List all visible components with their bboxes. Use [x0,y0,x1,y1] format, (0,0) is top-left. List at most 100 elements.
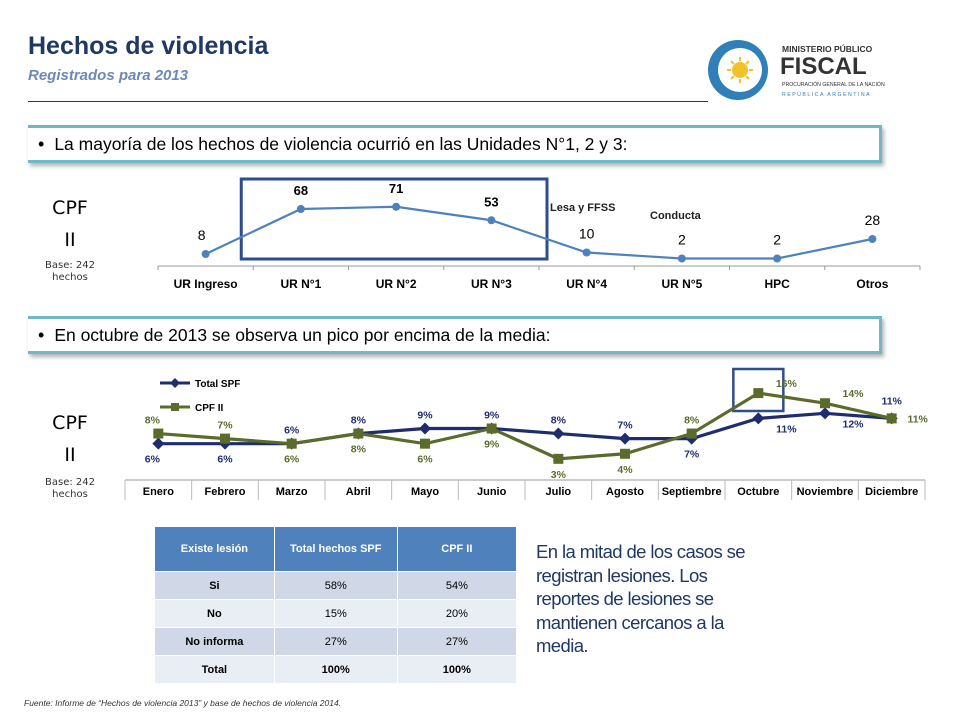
data-point [582,248,591,257]
logo-line4: REPÚBLICA ARGENTINA [782,91,871,98]
x-tick-label: Agosto [606,486,644,498]
x-tick-label: Octubre [737,486,779,498]
data-label: 12% [842,418,864,430]
x-tick-label: UR N°1 [280,277,321,291]
square-marker [286,438,297,449]
data-point [392,202,401,211]
data-label: 3% [551,469,567,481]
data-label: 8% [351,444,367,456]
square-marker [820,398,830,409]
data-point [868,235,877,243]
data-label: 9% [484,410,500,422]
legend-label: CPF II [195,403,224,414]
source-footnote: Fuente: Informe de “Hechos de violencia … [24,698,342,708]
x-tick-label: Enero [143,486,174,498]
page-title: Hechos de violencia [28,32,269,60]
title-divider [28,101,708,102]
injury-table: Existe lesión Total hechos SPF CPF II Si… [155,527,518,683]
data-label: 8% [551,415,567,427]
data-label: 11% [907,413,928,425]
ministerio-publico-fiscal-logo: MINISTERIO PÚBLICO FISCAL PROCURACIÓN GE… [708,40,885,100]
x-tick-label: Septiembre [662,486,722,498]
table-cell: 27% [274,627,398,656]
table-row: Total 100% 100% [155,655,518,683]
data-label: 8% [351,415,367,427]
x-tick-label: UR N°3 [471,277,512,291]
side-label-base: Base: 242 hechos [45,260,95,283]
square-marker [686,428,697,439]
logo-line3: PROCURACIÓN GENERAL DE LA NACIÓN [782,81,885,88]
data-label: 6% [217,454,233,466]
table-cell: 100% [274,655,398,683]
diamond-marker [752,412,765,425]
diamond-marker [552,427,565,440]
side-label-line2: II [64,444,76,466]
square-marker [353,428,364,439]
side-label-line1: CPF [52,197,88,219]
x-tick-label: Julio [545,486,571,498]
annotation-label: Lesa y FFSS [550,202,615,214]
data-label: 6% [145,454,161,466]
data-label: 8% [145,415,161,427]
bullet-icon: • [38,133,45,154]
legend-square-marker [171,403,179,411]
series-line [205,205,873,260]
diamond-marker [619,432,631,445]
table-cell: No informa [155,627,275,656]
data-label: 7% [217,420,233,432]
x-tick-label: Mayo [411,486,439,498]
injury-note: En la mitad de los casos se registran le… [536,541,746,656]
data-label: 4% [617,464,633,476]
x-tick-label: UR Ingreso [174,277,238,291]
square-marker [486,423,497,434]
table-header-cell: Existe lesión [155,527,275,572]
x-tick-label: Noviembre [797,486,854,498]
data-point [487,216,496,225]
table-cell: Total [155,655,275,683]
table-header-row: Existe lesión Total hechos SPF CPF II [155,527,518,572]
table-cell: 58% [274,571,398,600]
data-label: 6% [284,425,300,437]
data-label: 14% [842,388,864,400]
data-label: 11% [776,423,797,435]
data-point [201,250,210,258]
data-label: 7% [617,420,633,432]
x-tick-label: Abril [346,486,371,498]
square-marker [620,448,630,459]
square-marker [553,453,564,464]
data-label: 9% [484,439,500,451]
side-label-line1: CPF [52,412,88,434]
x-tick-label: UR N°5 [661,277,702,291]
diamond-marker [219,437,231,450]
highlight-box [732,367,785,413]
square-marker [420,438,430,449]
x-tick-label: Diciembre [865,486,918,498]
square-marker [886,413,897,424]
callout-units-text: La mayoría de los hechos de violencia oc… [54,133,628,154]
data-label: 10 [579,226,595,242]
data-point [773,254,782,263]
legend-diamond-marker [170,378,180,388]
data-label: 28 [865,212,881,228]
highlight-box [239,177,549,261]
table-header-cell: CPF II [397,527,518,572]
x-tick-label: UR N°2 [376,277,417,291]
legend-label: Total SPF [195,379,240,390]
side-label-base: Base: 242 hechos [45,477,95,500]
table-cell: 15% [274,599,398,628]
x-tick-label: UR N°4 [566,277,607,291]
data-label: 6% [284,454,300,466]
table-header-cell: Total hechos SPF [274,527,398,572]
data-label: 71 [389,181,403,196]
table-cell: 27% [397,627,518,656]
annotation-label: Conducta [650,210,702,222]
data-label: 8 [198,227,206,243]
callout-units: • La mayoría de los hechos de violencia … [28,125,882,163]
data-label: 2 [678,232,686,248]
x-tick-label: HPC [764,277,790,291]
data-point [677,254,686,263]
table-row: No informa 27% 27% [155,627,518,656]
logo-line2: FISCAL [780,53,867,80]
monthly-line-chart: Enero Febrero Marzo Abril Mayo Junio Julio Agos… [124,367,929,500]
callout-months-text: En octubre de 2013 se observa un pico po… [54,324,551,345]
